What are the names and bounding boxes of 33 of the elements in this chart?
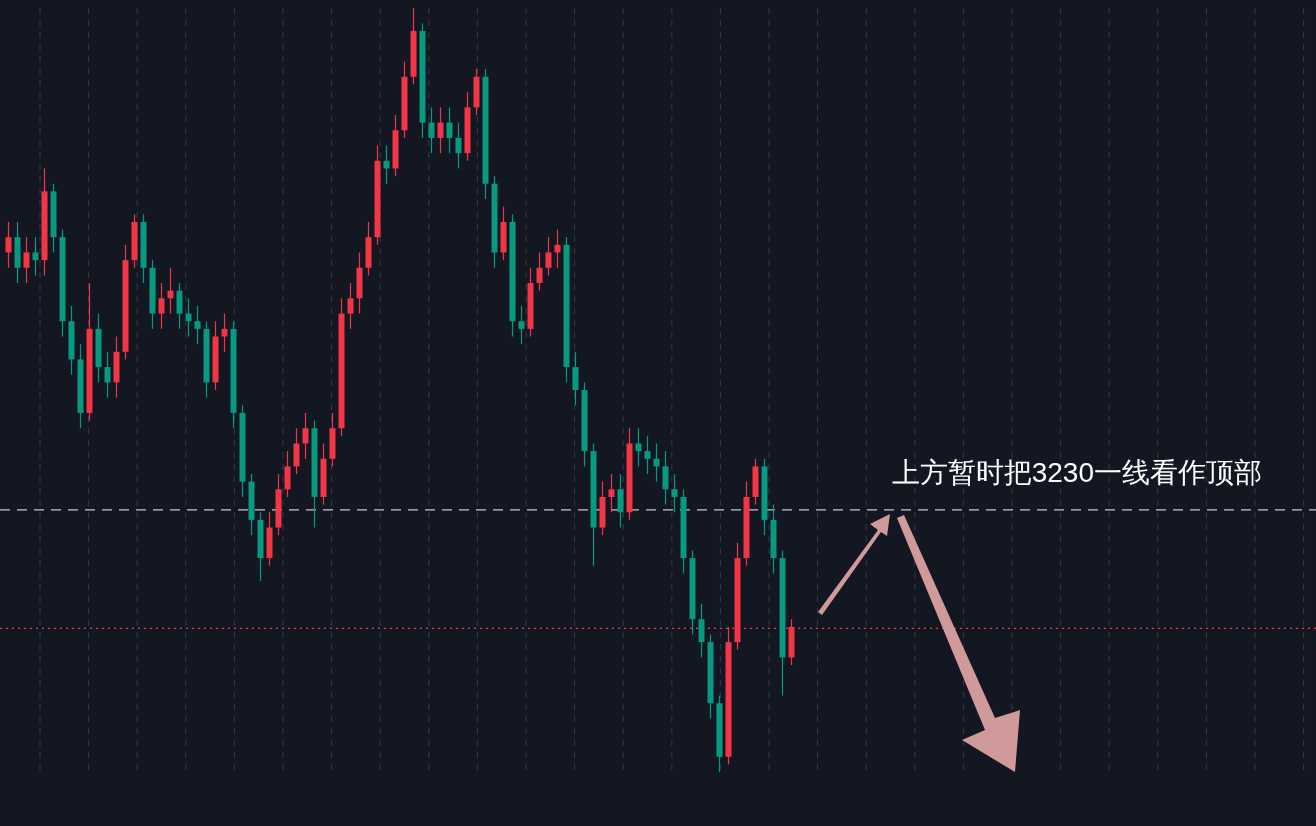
candlestick: [5, 221, 12, 269]
candlestick: [32, 236, 39, 276]
candlestick: [167, 267, 174, 315]
ref-line-label: 上方暂时把3230一线看作顶部: [891, 456, 1262, 488]
candlestick: [698, 603, 705, 658]
candlestick: [572, 351, 579, 406]
candlestick: [644, 435, 651, 475]
candlestick: [185, 297, 192, 338]
candlestick: [383, 144, 390, 185]
candlestick: [293, 427, 300, 475]
candlestick: [221, 313, 228, 353]
candlestick: [635, 427, 642, 467]
candlestick: [158, 282, 165, 330]
candlestick: [23, 236, 30, 284]
candlestick: [194, 305, 201, 345]
candlestick: [347, 282, 354, 330]
candlestick: [518, 305, 525, 345]
candlestick: [653, 442, 660, 483]
candlestick: [536, 251, 543, 292]
candlestick: [545, 236, 552, 276]
candlestick: [662, 450, 669, 506]
candlestick: [671, 473, 678, 513]
candlestick: [446, 106, 453, 154]
candlestick: [176, 282, 183, 330]
candlestick: [284, 450, 291, 498]
candlestick: [437, 106, 444, 154]
candlestick: [617, 473, 624, 529]
candlestick: [302, 412, 309, 460]
candlestick: [608, 473, 615, 513]
candlestick: [104, 351, 111, 399]
candlestick: [554, 228, 561, 269]
candlestick: [455, 122, 462, 170]
candlestick: [428, 106, 435, 154]
